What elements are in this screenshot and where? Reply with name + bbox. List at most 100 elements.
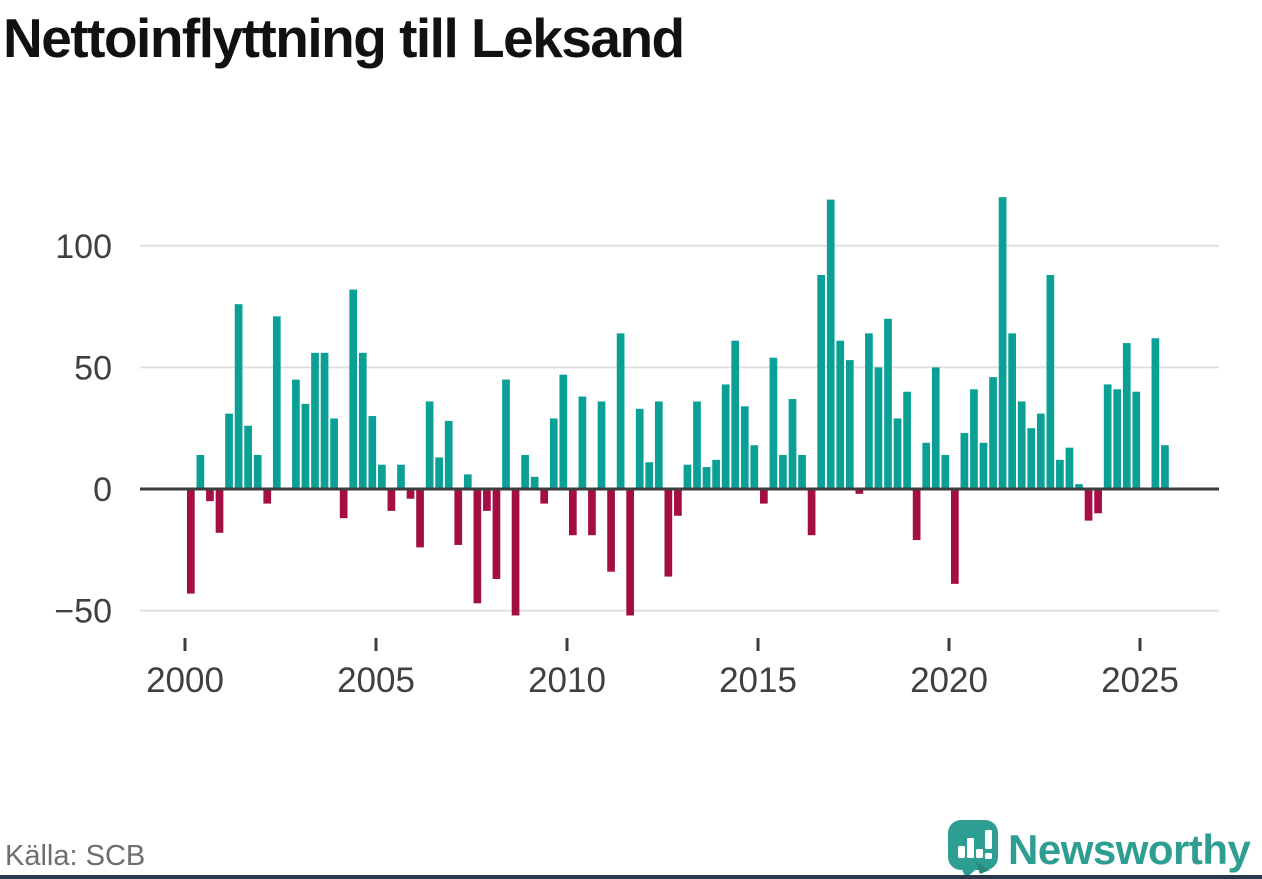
- bar: [263, 489, 272, 504]
- bar: [387, 489, 396, 511]
- bar: [549, 418, 558, 489]
- y-axis-tick-label: −50: [54, 593, 112, 631]
- bar: [979, 442, 988, 489]
- bar: [292, 379, 300, 489]
- bar: [788, 399, 797, 489]
- bar: [425, 401, 434, 489]
- bar: [683, 464, 692, 489]
- bar: [502, 379, 510, 489]
- bar: [301, 403, 310, 489]
- bar: [511, 489, 520, 616]
- bar: [1151, 338, 1160, 489]
- bar: [463, 474, 472, 489]
- bar: [750, 445, 759, 489]
- bar: [970, 389, 978, 489]
- source-label: Källa: SCB: [5, 840, 146, 872]
- newsworthy-brand: Newsworthy: [946, 818, 1262, 878]
- bar: [540, 489, 549, 504]
- bar: [1056, 459, 1064, 489]
- bar: [941, 454, 950, 489]
- page-title: Nettoinflyttning till Leksand: [3, 7, 685, 69]
- bar: [1027, 428, 1036, 489]
- bar: [454, 489, 463, 545]
- bar: [187, 489, 195, 594]
- bar: [654, 401, 663, 489]
- bar: [855, 489, 864, 494]
- bar: [1046, 274, 1055, 489]
- bar: [368, 416, 377, 489]
- bar: [559, 374, 568, 489]
- bar: [712, 459, 720, 489]
- bar: [874, 367, 883, 489]
- bar: [397, 464, 405, 489]
- bar: [1084, 489, 1093, 521]
- bar: [817, 274, 825, 489]
- bar: [444, 420, 453, 489]
- bar: [349, 289, 358, 489]
- y-axis-tick-label: 0: [93, 471, 112, 509]
- bar: [597, 401, 606, 489]
- bar: [998, 197, 1007, 489]
- bar: [1122, 343, 1131, 489]
- bar: [1017, 401, 1026, 489]
- bar: [903, 391, 911, 489]
- bar: [378, 464, 386, 489]
- bar: [206, 489, 214, 502]
- newsworthy-logo-icon: [948, 820, 998, 878]
- bar: [760, 489, 768, 504]
- x-axis-tick-label: 2015: [719, 661, 797, 700]
- bar: [616, 333, 625, 489]
- bar: [588, 489, 596, 536]
- bar: [960, 433, 969, 489]
- bar: [865, 333, 873, 489]
- bar: [1036, 413, 1045, 489]
- bar: [330, 418, 338, 489]
- bar: [931, 367, 940, 489]
- bar: [951, 489, 959, 584]
- bar: [311, 352, 319, 489]
- bar: [473, 489, 482, 604]
- bar: [569, 489, 577, 536]
- bar: [435, 457, 443, 489]
- bar: [530, 476, 539, 489]
- bar: [339, 489, 348, 519]
- bar: [1161, 445, 1169, 489]
- bar: [1132, 391, 1141, 489]
- bar: [358, 352, 367, 489]
- bar: [893, 418, 902, 489]
- y-axis-tick-label: 50: [74, 349, 112, 387]
- bar: [731, 340, 740, 489]
- x-axis-tick-label: 2000: [146, 661, 224, 700]
- bar: [836, 340, 845, 489]
- bar: [635, 408, 644, 489]
- bar: [693, 401, 701, 489]
- bar: [1113, 389, 1122, 489]
- bar: [645, 462, 654, 489]
- bar: [769, 357, 778, 489]
- bar: [1065, 447, 1074, 489]
- bar: [1008, 333, 1016, 489]
- bar: [912, 489, 921, 541]
- bar: [740, 406, 749, 489]
- bar: [215, 489, 224, 533]
- bar: [989, 377, 997, 489]
- bar: [253, 454, 262, 489]
- bar: [244, 425, 252, 489]
- y-axis-tick-label: 100: [55, 228, 112, 266]
- bar: [807, 489, 816, 536]
- bar: [826, 199, 835, 489]
- brand-name: Newsworthy: [1008, 826, 1251, 873]
- bar: [664, 489, 673, 577]
- bar: [234, 304, 243, 489]
- bar: [674, 489, 682, 516]
- bar: [1103, 384, 1112, 489]
- bar: [884, 318, 892, 489]
- bar: [779, 454, 787, 489]
- bar: [196, 454, 205, 489]
- bar: [320, 352, 329, 489]
- bar: [845, 360, 854, 489]
- bar: [607, 489, 615, 572]
- bar: [521, 454, 529, 489]
